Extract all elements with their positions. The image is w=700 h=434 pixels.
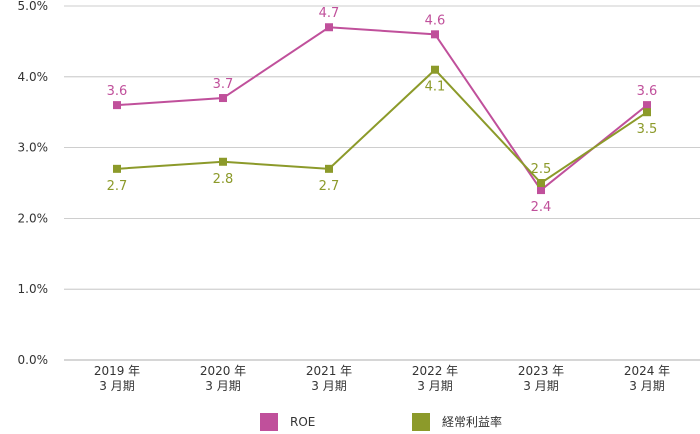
x-category-label: 2024 年 (624, 364, 670, 378)
x-category-label: 3 月期 (523, 379, 558, 393)
data-label: 2.5 (531, 162, 552, 177)
y-tick-label: 4.0% (18, 70, 49, 84)
series-line-0 (116, 26, 648, 192)
legend: ROE 経常利益率 (260, 413, 502, 431)
y-axis-tick-labels: 0.0% 1.0% 2.0% 3.0% 4.0% 5.0% (18, 0, 49, 367)
data-point (113, 101, 121, 110)
x-category-label: 3 月期 (311, 379, 346, 393)
data-labels: 3.6 3.7 4.7 4.6 2.4 3.6 2.7 2.8 2.7 4.1 2.5 3.5 (107, 6, 658, 215)
x-category-label: 3 月期 (417, 379, 452, 393)
legend-label: 経常利益率 (442, 414, 502, 429)
series-lines (116, 26, 648, 192)
data-point (431, 65, 439, 74)
data-point (537, 179, 545, 187)
x-category-label: 2022 年 (412, 364, 458, 378)
data-label: 2.7 (107, 179, 128, 194)
x-category-label: 2020 年 (200, 364, 246, 378)
y-tick-label: 3.0% (18, 141, 49, 155)
y-tick-label: 1.0% (18, 282, 49, 296)
x-category-label: 3 月期 (99, 379, 134, 393)
series-line-1 (116, 68, 648, 185)
legend-swatch (260, 413, 278, 431)
data-label: 2.4 (531, 200, 552, 215)
data-point (325, 23, 333, 32)
y-tick-label: 5.0% (18, 0, 49, 13)
data-label: 2.8 (213, 172, 234, 187)
legend-label: ROE (290, 415, 315, 429)
data-point (431, 30, 439, 39)
legend-swatch (412, 413, 430, 431)
data-point (643, 101, 651, 110)
x-category-label: 3 月期 (629, 379, 664, 393)
data-point (219, 94, 227, 103)
data-label: 2.7 (319, 179, 340, 194)
x-category-label: 2021 年 (306, 364, 352, 378)
data-label: 4.1 (425, 80, 446, 95)
data-point (643, 108, 651, 117)
gridlines (64, 5, 700, 361)
data-label: 3.7 (213, 77, 234, 92)
x-category-label: 2019 年 (94, 364, 140, 378)
y-tick-label: 2.0% (18, 211, 49, 225)
data-point (113, 164, 121, 173)
x-category-label: 3 月期 (205, 379, 240, 393)
data-label: 4.6 (425, 13, 446, 28)
data-point (219, 157, 227, 166)
data-label: 4.7 (319, 6, 340, 21)
x-category-label: 2023 年 (518, 364, 564, 378)
data-label: 3.5 (637, 122, 658, 137)
y-tick-label: 0.0% (18, 353, 49, 367)
data-label: 3.6 (637, 84, 658, 99)
series-markers (113, 23, 651, 195)
data-point (537, 186, 545, 195)
data-point (325, 164, 333, 173)
data-label: 3.6 (107, 84, 128, 99)
